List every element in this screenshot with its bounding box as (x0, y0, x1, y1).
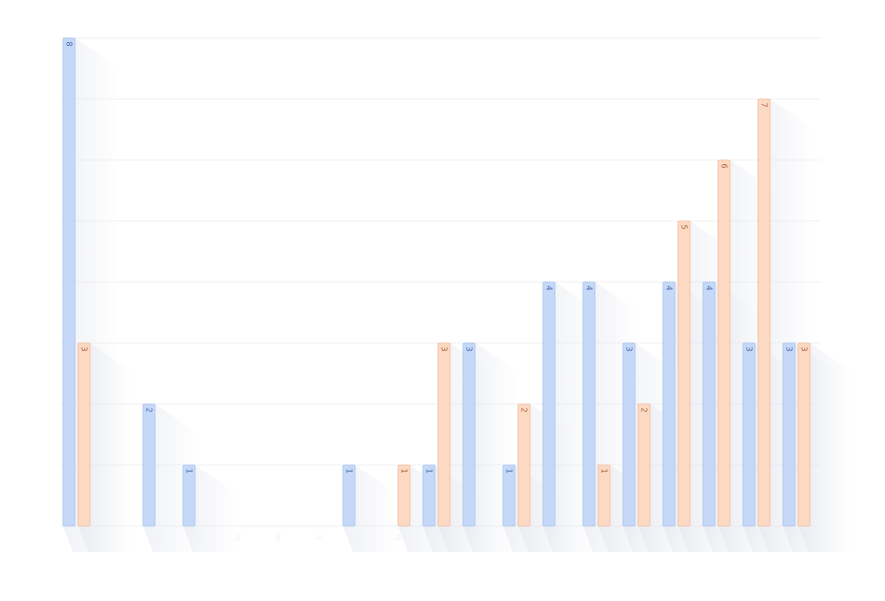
bar-value-label: 3 (440, 346, 449, 351)
bar-value-label: 3 (80, 346, 89, 351)
bar (397, 464, 411, 527)
x-axis-ticks: 1 2 3 4 5 6 7 8 9 10 11 12 13 14 15 16 17 18 19 (72, 531, 805, 546)
bar (182, 464, 196, 527)
bar (517, 403, 531, 527)
bar-shadow (183, 465, 239, 552)
bar-value-label: 3 (625, 346, 634, 351)
bar-value-label: 6 (720, 163, 729, 168)
x-tick-label: 1 (72, 533, 83, 544)
bar (742, 342, 756, 527)
bar-value-label: 2 (145, 407, 154, 412)
bar (342, 464, 356, 527)
bar-value-label: 4 (585, 285, 594, 290)
bar (422, 464, 436, 527)
bar-value-label: 1 (505, 468, 514, 473)
bar-value-label: 1 (345, 468, 354, 473)
bar (637, 403, 651, 527)
bar-shadow (343, 465, 399, 552)
bar (662, 281, 676, 527)
bar (542, 281, 556, 527)
x-tick-label: 8 (352, 533, 363, 545)
bar (757, 98, 771, 527)
bar-value-label: 3 (800, 346, 809, 351)
x-tick-label: 9 (392, 533, 403, 545)
bar-value-label: 3 (745, 346, 754, 351)
bar-value-label: 7 (760, 102, 769, 107)
bar (77, 342, 91, 527)
x-tick-label: 2 (112, 533, 123, 544)
bar-shadows (63, 38, 854, 552)
bars (62, 37, 811, 527)
bar (502, 464, 516, 527)
bar (622, 342, 636, 527)
bar (62, 37, 76, 527)
x-tick-label: 6 (272, 533, 283, 545)
bar (717, 159, 731, 527)
bar (677, 220, 691, 527)
bar-value-label: 5 (680, 224, 689, 229)
x-tick-label: 7 (312, 533, 323, 544)
bar (597, 464, 611, 527)
bar-value-label: 1 (400, 468, 409, 473)
bar (797, 342, 811, 527)
bar-shadow (798, 343, 854, 552)
bar-value-label: 3 (785, 346, 794, 351)
bar (702, 281, 716, 527)
bar-shadow (78, 343, 134, 552)
x-tick-label: 5 (232, 533, 243, 544)
bar-value-label: 1 (425, 468, 434, 473)
bar (462, 342, 476, 527)
data-labels: 8 3 2 1 1 1 1 3 3 1 2 4 4 1 3 2 4 5 4 6 3 7 3 3 (65, 41, 809, 473)
bar-value-label: 2 (520, 407, 529, 412)
x-tick-label: 4 (192, 533, 203, 545)
bar-value-label: 1 (185, 468, 194, 473)
bar (782, 342, 796, 527)
x-tick-label: 3 (152, 533, 163, 544)
bar (582, 281, 596, 527)
bar-value-label: 4 (545, 285, 554, 290)
bar-value-label: 4 (705, 285, 714, 290)
bar (437, 342, 451, 527)
bar (142, 403, 156, 527)
bar-value-label: 4 (665, 285, 674, 290)
bar-value-label: 2 (640, 407, 649, 412)
bar-value-label: 3 (465, 346, 474, 351)
bar-value-label: 1 (600, 468, 609, 473)
bar-value-label: 8 (65, 41, 74, 46)
